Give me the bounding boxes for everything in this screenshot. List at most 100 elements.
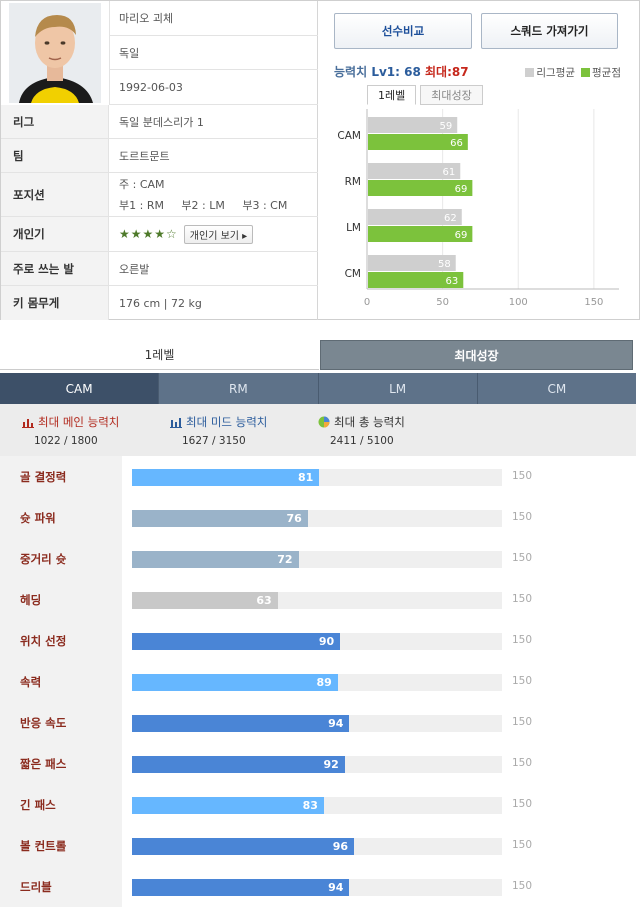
chart-tab-level1[interactable]: 1레벨	[367, 85, 417, 105]
bar-chart-icon	[22, 418, 34, 428]
info-label: 키 몸무게	[1, 286, 109, 320]
tab-max-growth[interactable]: 최대성장	[320, 340, 633, 370]
stat-track: 72	[132, 551, 502, 568]
stat-value: 63	[256, 594, 272, 607]
stat-track: 76	[132, 510, 502, 527]
avg-bar	[368, 180, 473, 196]
position-tabs: CAM RM LM CM	[0, 373, 636, 404]
ability-header: 능력치 Lv1: 68 최대:87	[334, 63, 469, 80]
avg-value-label: 69	[455, 230, 468, 241]
stat-track: 89	[132, 674, 502, 691]
x-tick-label: 150	[584, 297, 603, 308]
category-label: LM	[346, 222, 361, 234]
tab-position-cam[interactable]: CAM	[0, 373, 160, 404]
info-row-skill: 개인기 ★★★★☆ 개인기 보기 ▸	[1, 217, 318, 252]
info-value: 도르트문트	[119, 149, 170, 163]
stat-track: 81	[132, 469, 502, 486]
info-row-foot: 주로 쓰는 발 오른발	[1, 252, 318, 286]
legend-avg: 평균점	[592, 67, 621, 79]
stat-value: 76	[286, 512, 302, 525]
stat-row: 긴 패스 83 150	[0, 784, 636, 825]
summary-main-value: 1022 / 1800	[34, 435, 98, 447]
player-profile-panel: 마리오 괴체 독일 1992-06-03 리그 독일 분데스리가 1 팀 도르트…	[0, 0, 640, 320]
add-to-squad-button[interactable]: 스쿼드 가져가기	[481, 13, 618, 49]
tab-level1[interactable]: 1레벨	[0, 340, 319, 370]
stat-row: 드리블 94 150	[0, 866, 636, 907]
x-tick-label: 50	[436, 297, 449, 308]
tab-position-cm[interactable]: CM	[477, 373, 636, 404]
stat-name: 중거리 슛	[0, 538, 122, 579]
summary-mid-label: 최대 미드 능력치	[186, 415, 268, 429]
league-bar	[368, 163, 461, 179]
stat-row: 반응 속도 94 150	[0, 702, 636, 743]
player-birth: 1992-06-03	[119, 80, 183, 94]
summary-main-label: 최대 메인 능력치	[38, 415, 120, 429]
player-photo	[9, 3, 101, 103]
stat-row: 슛 파워 76 150	[0, 497, 636, 538]
info-value: 176 cm | 72 kg	[119, 296, 202, 310]
info-label: 개인기	[1, 217, 109, 251]
stat-value: 96	[332, 840, 348, 853]
summary-main: 최대 메인 능력치 1022 / 1800	[22, 414, 119, 447]
compare-player-button[interactable]: 선수비교	[334, 13, 472, 49]
avg-value-label: 63	[446, 276, 459, 287]
player-nation: 독일	[119, 46, 140, 60]
ability-label: 능력치	[334, 65, 368, 79]
stat-bar: 90	[132, 633, 341, 650]
ability-max: 최대:87	[425, 65, 469, 79]
stat-name: 볼 컨트롤	[0, 825, 122, 866]
stat-max: 150	[512, 634, 533, 646]
view-skills-button[interactable]: 개인기 보기 ▸	[183, 224, 254, 244]
stat-value: 83	[302, 799, 318, 812]
summary-total-value: 2411 / 5100	[330, 435, 394, 447]
stat-name: 골 결정력	[0, 456, 122, 497]
stat-name: 짧은 패스	[0, 743, 122, 784]
stat-track: 63	[132, 592, 502, 609]
stat-value: 92	[323, 758, 339, 771]
info-label: 주로 쓰는 발	[1, 252, 109, 285]
stat-name: 슛 파워	[0, 497, 122, 538]
chart-legend: 리그평균 평균점	[525, 65, 621, 80]
info-row-position: 포지션 주 : CAM 부1 : RM 부2 : LM 부3 : CM	[1, 173, 318, 217]
legend-league: 리그평균	[536, 67, 576, 79]
stat-bar: 63	[132, 592, 278, 609]
primary-position: 주 : CAM	[119, 178, 165, 191]
level-tabs: 1레벨 최대성장	[0, 340, 640, 370]
chart-tab-max[interactable]: 최대성장	[420, 85, 483, 105]
stat-value: 90	[318, 635, 335, 648]
league-value-label: 58	[438, 259, 451, 270]
stat-row: 볼 컨트롤 96 150	[0, 825, 636, 866]
info-row-league: 리그 독일 분데스리가 1	[1, 105, 318, 139]
legend-league-swatch	[525, 68, 535, 77]
player-name: 마리오 괴체	[119, 12, 174, 25]
stat-max: 150	[512, 470, 533, 482]
stat-bar: 92	[132, 756, 345, 773]
avg-bar	[368, 226, 473, 242]
stat-track: 90	[132, 633, 502, 650]
stat-max: 150	[512, 757, 533, 769]
stat-max: 150	[512, 675, 533, 687]
legend-avg-swatch	[581, 68, 591, 77]
stat-max: 150	[512, 839, 533, 851]
stat-max: 150	[512, 798, 533, 810]
stat-max: 150	[512, 880, 533, 892]
stat-max: 150	[512, 552, 533, 564]
stat-max: 150	[512, 511, 533, 523]
stat-track: 83	[132, 797, 502, 814]
bar-chart-icon	[170, 417, 182, 428]
tab-position-lm[interactable]: LM	[318, 373, 478, 404]
stat-name: 반응 속도	[0, 702, 122, 743]
stat-row: 짧은 패스 92 150	[0, 743, 636, 784]
ability-bar-chart: 0 50 100 150 CAM 59 66 RM 61 69 LM 62 69 CM 58 63	[337, 109, 619, 308]
tab-position-rm[interactable]: RM	[159, 373, 319, 404]
summary-mid-value: 1627 / 3150	[182, 435, 246, 447]
summary-total-label: 최대 총 능력치	[334, 415, 405, 429]
ability-chart-panel: 선수비교 스쿼드 가져가기 능력치 Lv1: 68 최대:87 리그평균 평균점…	[319, 1, 639, 320]
ability-level: Lv1: 68	[371, 65, 421, 79]
info-label: 리그	[1, 105, 109, 138]
stat-bar: 81	[132, 469, 320, 486]
stat-max: 150	[512, 716, 533, 728]
ability-summary: 최대 메인 능력치 1022 / 1800 최대 미드 능력치 1627 / 3…	[0, 404, 636, 456]
avg-value-label: 69	[455, 184, 468, 195]
category-label: RM	[345, 176, 361, 188]
